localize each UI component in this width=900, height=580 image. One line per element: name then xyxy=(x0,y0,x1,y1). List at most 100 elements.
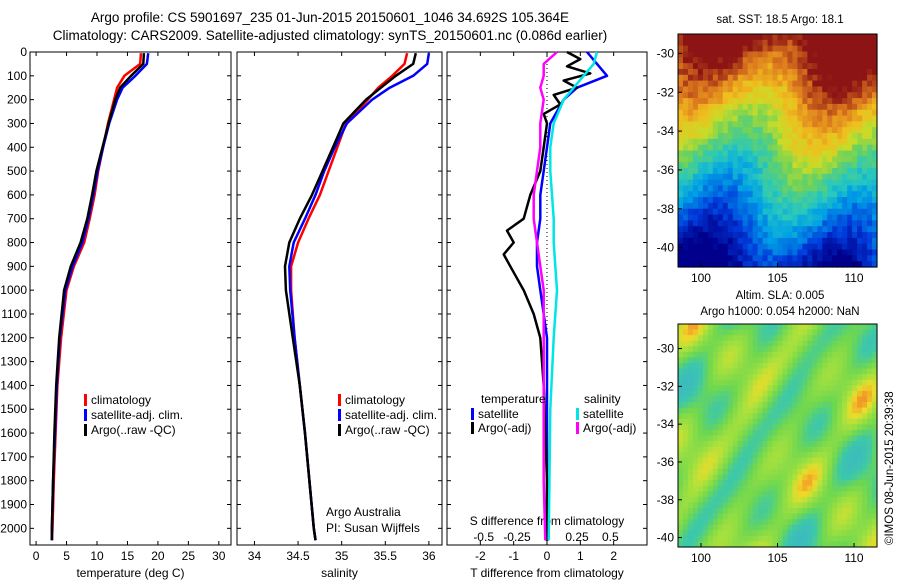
x-tick-label: 30 xyxy=(212,549,226,563)
sst-map-xtick-label: 110 xyxy=(844,271,863,285)
diff-legend-label: Argo(-adj) xyxy=(583,421,636,435)
x-tick-label: 20 xyxy=(151,549,165,563)
s-diff-tick-label: 0.25 xyxy=(565,530,589,544)
depth-tick-label: 200 xyxy=(7,93,27,107)
x-tick-label: -2 xyxy=(475,549,486,563)
x-tick-label: 0 xyxy=(544,549,551,563)
depth-tick-label: 600 xyxy=(7,188,27,202)
sla-map-xtick-label: 110 xyxy=(844,551,863,565)
diff-legend-label: satellite xyxy=(478,407,519,421)
s-diff-tick-label: -0.25 xyxy=(503,530,531,544)
depth-tick-label: 1000 xyxy=(0,283,27,297)
temp-legend-swatch xyxy=(84,424,87,436)
sst-map-ytick-label: -32 xyxy=(657,85,675,99)
x-tick-label: 36 xyxy=(422,549,436,563)
depth-tick-label: 1800 xyxy=(0,474,27,488)
depth-tick-label: 1100 xyxy=(1,307,27,321)
x-axis-label: temperature (deg C) xyxy=(76,566,184,580)
s-diff-tick-label: -0.5 xyxy=(473,530,494,544)
diff-legend-swatch xyxy=(576,408,579,420)
x-tick-label: 0 xyxy=(33,549,40,563)
sla-map-title-line2: Argo h1000: 0.054 h2000: NaN xyxy=(700,306,860,318)
depth-tick-label: 700 xyxy=(7,212,27,226)
depth-tick-label: 500 xyxy=(7,164,27,178)
x-tick-label: 1 xyxy=(577,549,584,563)
sla-map-ytick-label: -36 xyxy=(657,455,675,469)
sla-map-image xyxy=(678,324,878,548)
x-tick-label: 34.5 xyxy=(286,549,310,563)
s-diff-tick-label: 0.5 xyxy=(602,530,619,544)
temp-legend-swatch xyxy=(84,394,87,406)
sal-legend-label: satellite-adj. clim. xyxy=(345,408,437,422)
depth-tick-label: 300 xyxy=(7,116,27,130)
series-line xyxy=(283,52,418,541)
sla-map-ytick-label: -30 xyxy=(657,342,675,356)
x-tick-label: 34 xyxy=(248,549,262,563)
diff-legend-head: salinity xyxy=(584,392,621,406)
temp-legend-label: climatology xyxy=(91,393,151,407)
depth-tick-label: 800 xyxy=(7,236,27,250)
sla-map-title-line1: Altim. SLA: 0.005 xyxy=(735,290,825,302)
sst-map-ytick-label: -40 xyxy=(657,241,675,255)
credit-line1: Argo Australia xyxy=(326,505,401,519)
sla-map-ytick-label: -40 xyxy=(657,531,675,545)
series-line xyxy=(50,53,146,541)
x-axis-label: salinity xyxy=(321,566,358,580)
sst-map-ytick-label: -30 xyxy=(657,46,675,60)
temp-legend-label: Argo(..raw -QC) xyxy=(91,423,176,437)
sla-map-ytick-label: -32 xyxy=(657,379,675,393)
credit-line2: PI: Susan Wijffels xyxy=(326,521,420,535)
sst-map-ytick-label: -38 xyxy=(657,202,675,216)
sla-map-ytick-label: -38 xyxy=(657,493,675,507)
depth-tick-label: 1300 xyxy=(0,355,27,369)
sst-map-xtick-label: 105 xyxy=(767,271,787,285)
sal-legend-swatch xyxy=(338,424,341,436)
x-tick-label: 35.5 xyxy=(374,549,398,563)
depth-tick-label: 400 xyxy=(7,140,27,154)
depth-tick-label: 1500 xyxy=(0,402,27,416)
depth-tick-label: 100 xyxy=(7,69,27,83)
x-tick-label: -1 xyxy=(508,549,519,563)
depth-tick-label: 1400 xyxy=(0,378,27,392)
depth-tick-label: 1900 xyxy=(0,498,27,512)
panel-frame-2 xyxy=(236,51,443,546)
temp-legend-label: satellite-adj. clim. xyxy=(91,408,183,422)
panel-frame-1 xyxy=(29,51,232,546)
sla-map-xtick-label: 100 xyxy=(691,551,711,565)
figure-title-line2: Climatology: CARS2009. Satellite-adjuste… xyxy=(52,28,608,43)
x-axis-label: T difference from climatology xyxy=(470,566,624,580)
sst-map-ytick-label: -36 xyxy=(657,163,675,177)
depth-tick-label: 900 xyxy=(7,259,27,273)
x-tick-label: 10 xyxy=(90,549,104,563)
diff-legend-swatch xyxy=(576,422,579,434)
x-tick-label: 2 xyxy=(610,549,617,563)
sal-legend-label: climatology xyxy=(345,393,405,407)
depth-tick-label: 1700 xyxy=(0,450,27,464)
depth-tick-label: 0 xyxy=(20,45,27,59)
diff-series-line xyxy=(547,51,599,541)
x-tick-label: 5 xyxy=(63,549,70,563)
sst-map-title: sat. SST: 18.5 Argo: 18.1 xyxy=(716,14,844,26)
sst-map-image xyxy=(678,34,878,268)
timestamp-stamp: ©IMOS 08-Jun-2015 20:39:38 xyxy=(884,391,896,545)
sal-legend-swatch xyxy=(338,394,341,406)
sla-map-ytick-label: -34 xyxy=(657,417,675,431)
diff-legend-head: temperature xyxy=(481,392,546,406)
diff-legend-label: Argo(-adj) xyxy=(478,421,531,435)
x-tick-label: 35 xyxy=(335,549,349,563)
sla-map-xtick-label: 105 xyxy=(767,551,787,565)
diff-series-line xyxy=(502,50,592,541)
depth-tick-label: 1600 xyxy=(0,426,27,440)
sal-legend-label: Argo(..raw -QC) xyxy=(345,423,430,437)
depth-tick-label: 2000 xyxy=(0,521,27,535)
diff-legend-label: satellite xyxy=(583,407,624,421)
depth-tick-label: 1200 xyxy=(0,331,27,345)
x-tick-label: 15 xyxy=(121,549,135,563)
sal-legend-swatch xyxy=(338,409,341,421)
figure-title-line1: Argo profile: CS 5901697_235 01-Jun-2015… xyxy=(90,10,570,25)
temp-legend-swatch xyxy=(84,409,87,421)
diff-legend-swatch xyxy=(471,408,474,420)
sst-map-xtick-label: 100 xyxy=(691,271,711,285)
